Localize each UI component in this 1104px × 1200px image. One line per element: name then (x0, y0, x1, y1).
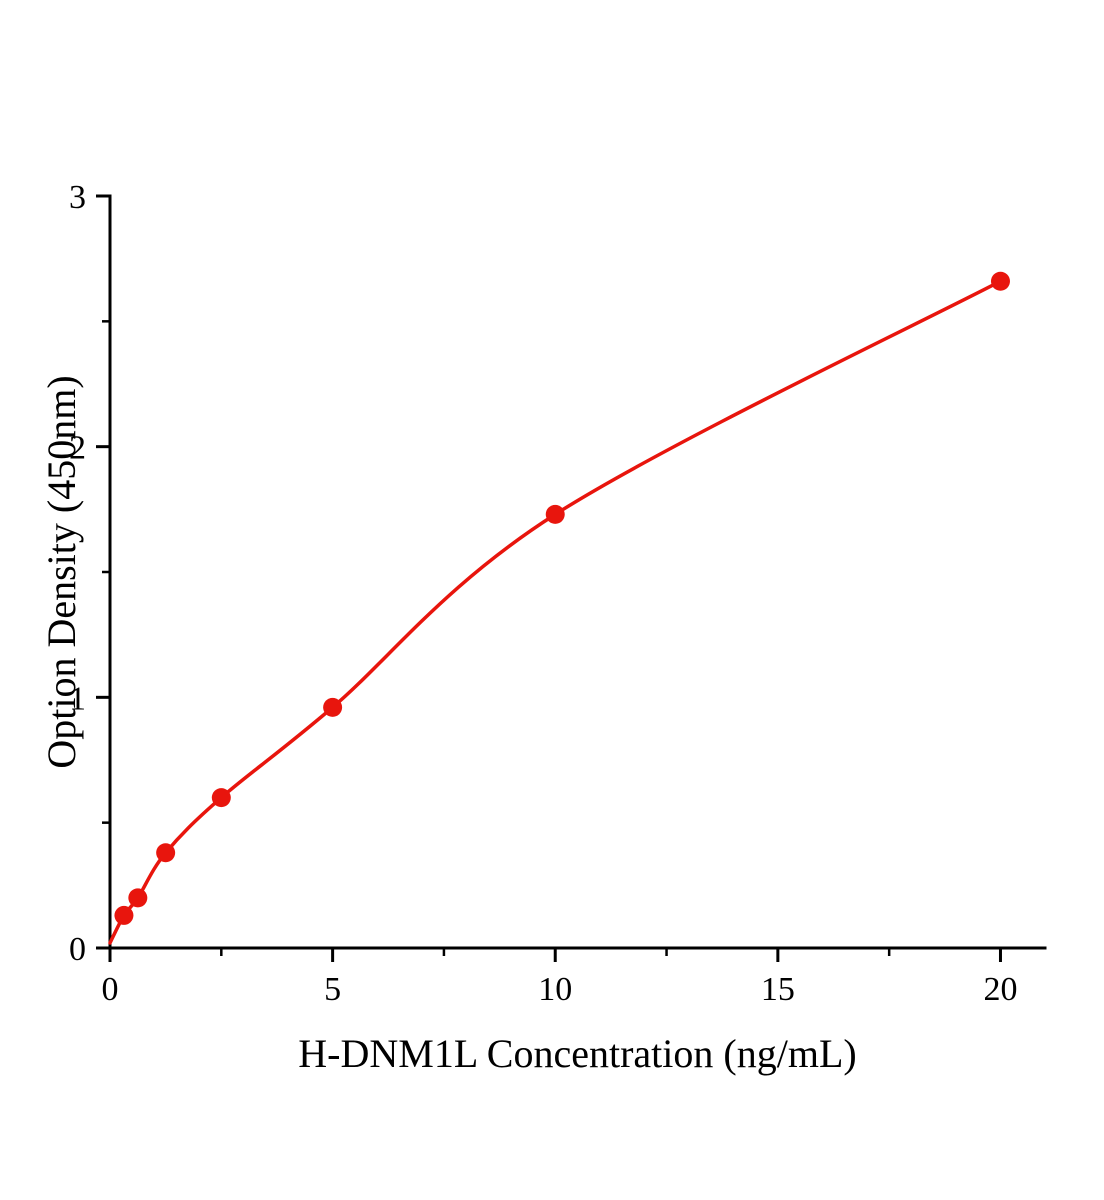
fit-curve (108, 279, 1003, 945)
data-point (114, 905, 134, 925)
x-axis-title: H-DNM1L Concentration (ng/mL) (298, 1031, 857, 1076)
x-tick-label: 20 (983, 971, 1017, 1008)
data-point (211, 788, 231, 808)
x-tick-label: 15 (761, 971, 795, 1008)
y-tick-label: 3 (69, 179, 86, 216)
y-tick-label: 1 (69, 680, 86, 717)
data-point (323, 697, 343, 717)
x-tick-label: 0 (102, 971, 119, 1008)
data-point (990, 271, 1010, 291)
x-tick-label: 10 (538, 971, 572, 1008)
y-tick-label: 0 (69, 931, 86, 968)
y-axis-title-text: Option Density (450nm) (39, 375, 84, 769)
data-point (156, 843, 176, 863)
data-point (545, 504, 565, 524)
y-tick-label: 2 (69, 430, 86, 467)
data-point (128, 888, 148, 908)
x-tick-label: 5 (324, 971, 341, 1008)
